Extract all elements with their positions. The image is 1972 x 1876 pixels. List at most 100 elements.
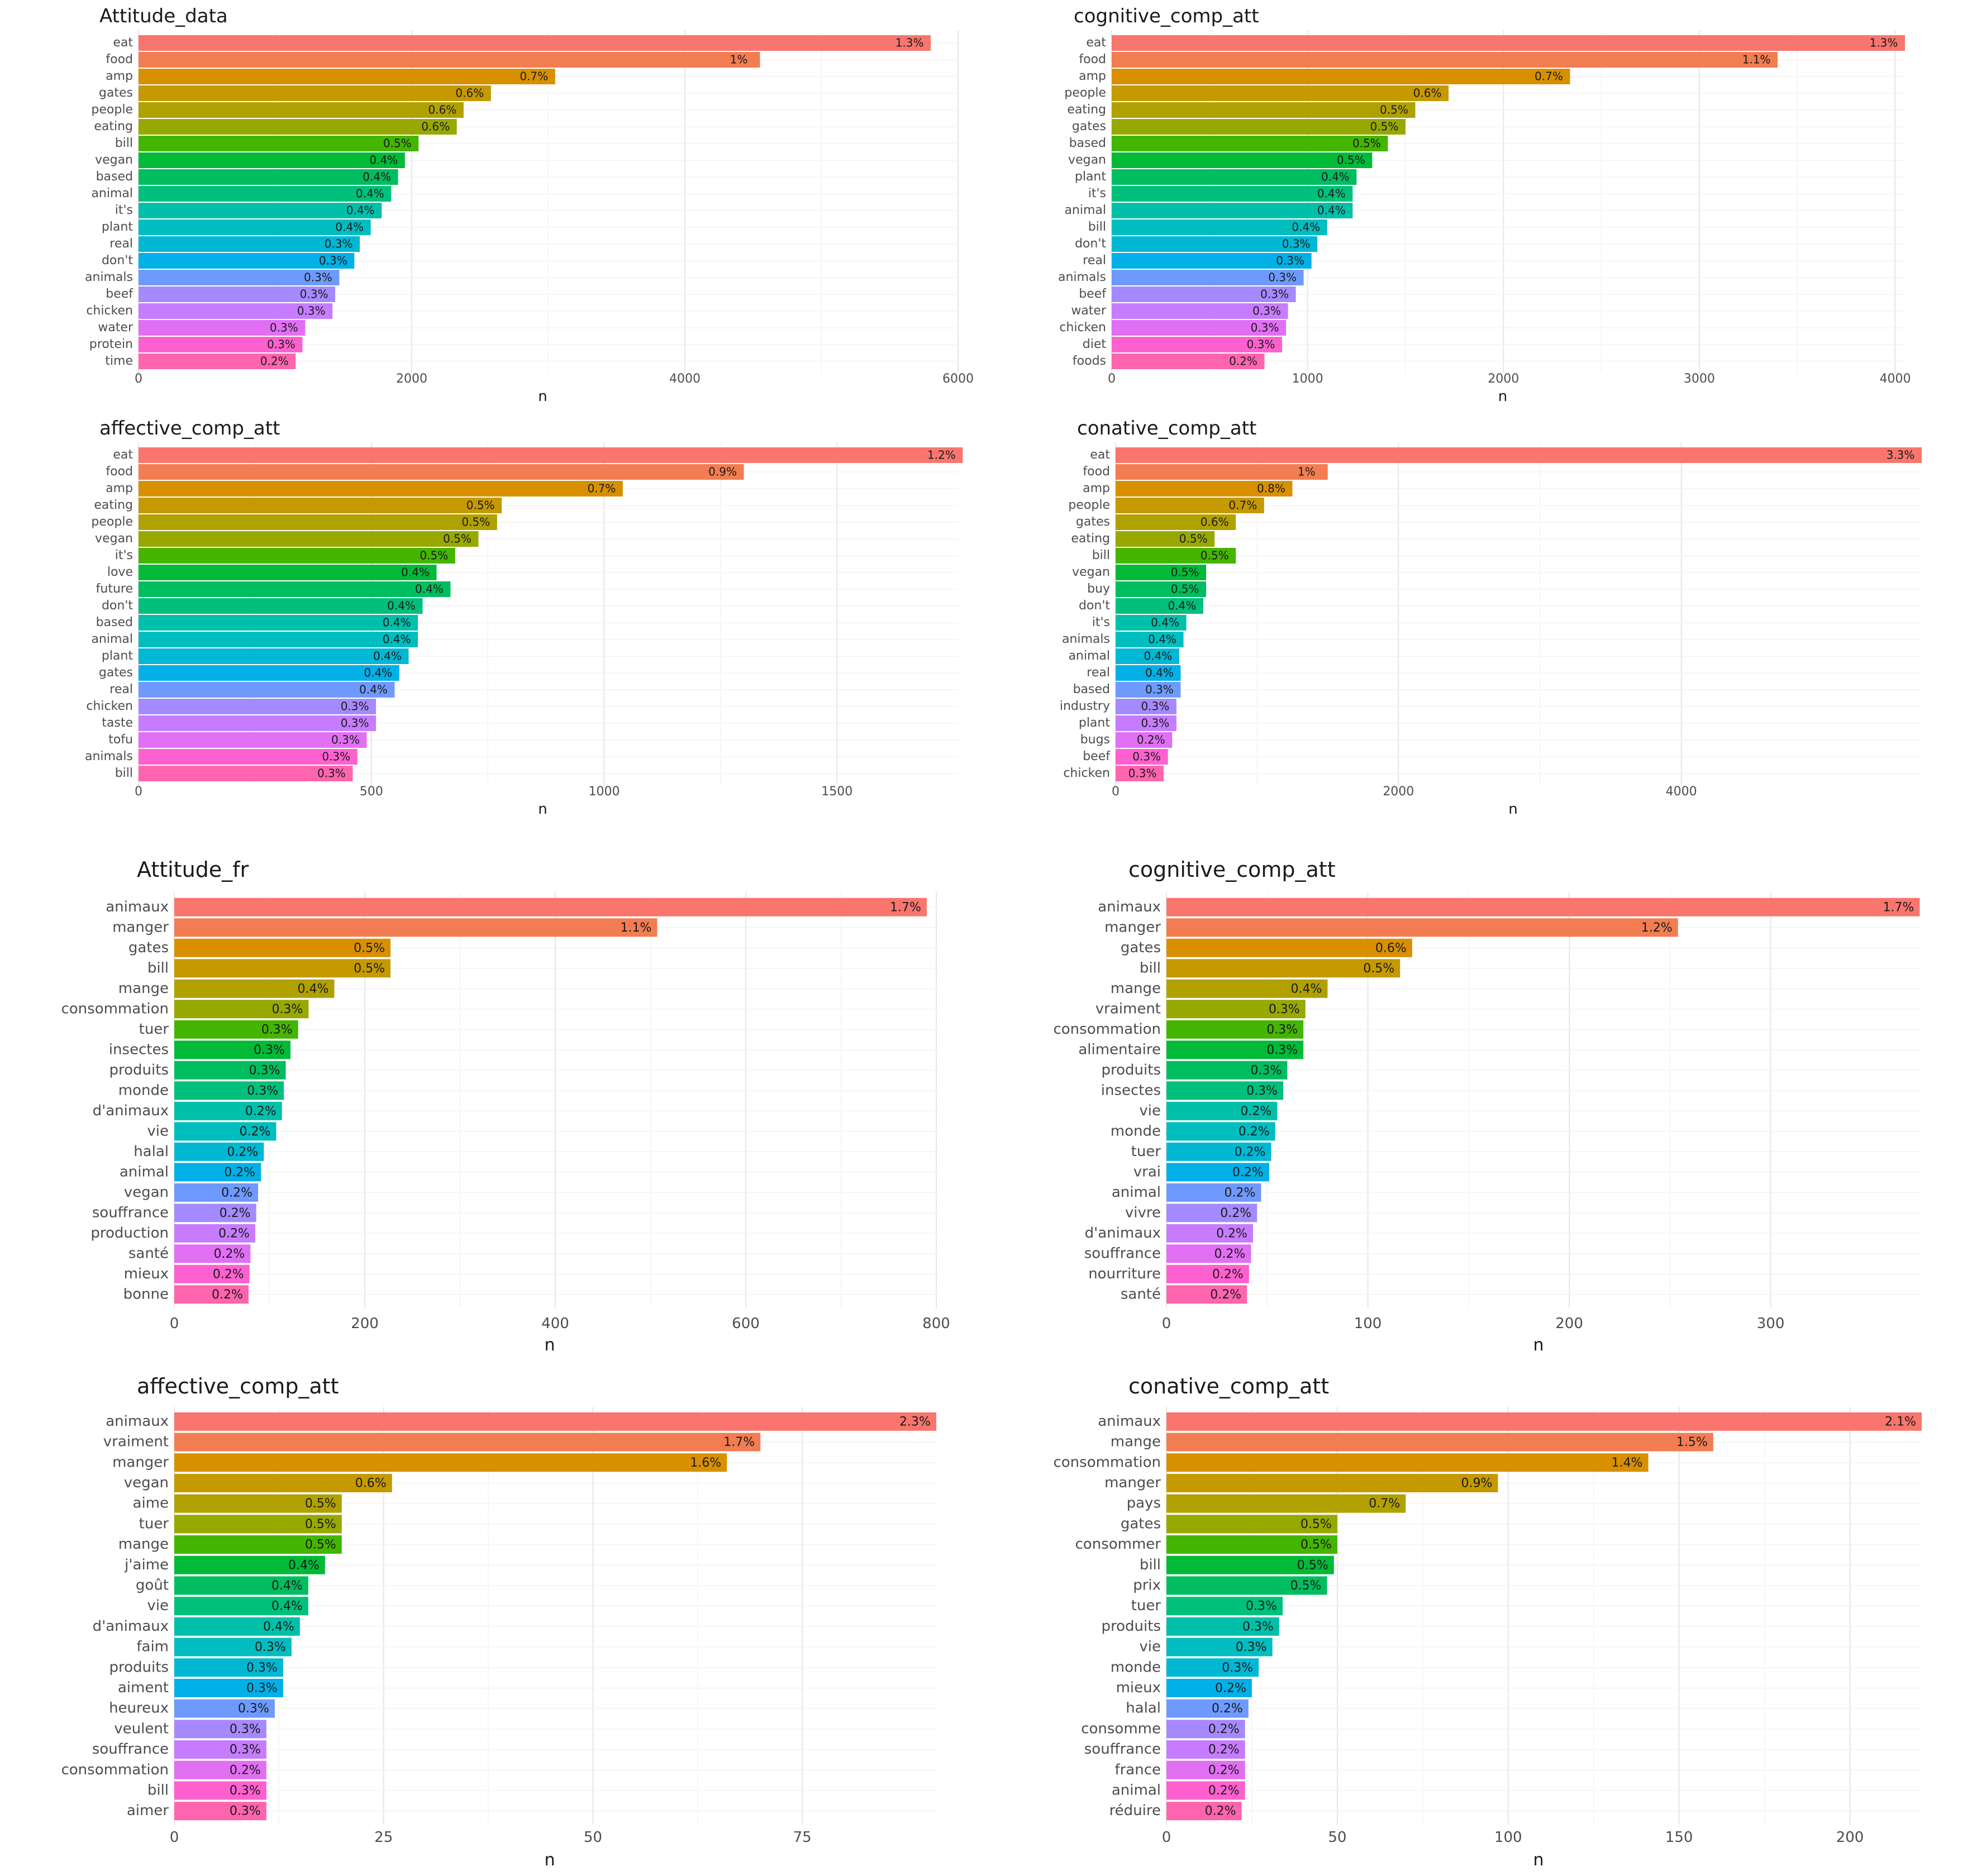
bar-percent-label: 0.3%: [1145, 683, 1174, 696]
bar: [1116, 699, 1176, 714]
x-tick-label: 1500: [821, 785, 852, 799]
category-label: monde: [1111, 1659, 1161, 1675]
bar-percent-label: 0.4%: [1168, 599, 1197, 613]
x-tick-label: 800: [922, 1315, 950, 1332]
bar: [1116, 749, 1168, 765]
category-label: prix: [1133, 1577, 1161, 1593]
category-label: don't: [1075, 237, 1106, 251]
category-label: veulent: [114, 1720, 169, 1737]
bar-percent-label: 0.3%: [230, 1743, 261, 1757]
bar-percent-label: 0.3%: [1242, 1620, 1274, 1634]
bar-percent-label: 0.6%: [355, 1476, 387, 1490]
bar-percent-label: 1.5%: [1676, 1435, 1708, 1449]
category-label: plant: [1075, 170, 1107, 184]
category-label: food: [106, 465, 133, 479]
category-label: vrai: [1133, 1163, 1161, 1180]
bar-percent-label: 0.3%: [325, 237, 353, 251]
bar: [139, 270, 340, 285]
bar: [174, 1638, 292, 1657]
category-label: animaux: [1098, 1413, 1161, 1430]
category-label: produits: [1102, 1062, 1161, 1078]
category-label: tuer: [1131, 1597, 1161, 1614]
bar-percent-label: 0.7%: [587, 482, 616, 495]
bar: [174, 1000, 309, 1019]
bar-percent-label: 1.4%: [1612, 1456, 1643, 1470]
bar: [174, 1740, 266, 1759]
bar: [1112, 102, 1416, 118]
bar: [1166, 1244, 1251, 1263]
bar: [1112, 236, 1318, 252]
bar: [1166, 1040, 1304, 1059]
x-axis-label: n: [1533, 1335, 1544, 1355]
category-label: manger: [1104, 1474, 1161, 1491]
bar: [139, 152, 405, 168]
category-label: people: [91, 103, 133, 117]
category-label: gates: [99, 86, 133, 100]
bar: [139, 85, 491, 101]
bar-percent-label: 0.3%: [317, 767, 346, 780]
bar-percent-label: 0.2%: [1208, 1763, 1240, 1777]
category-label: vie: [147, 1597, 169, 1614]
category-label: production: [90, 1225, 169, 1242]
category-label: animal: [1064, 203, 1106, 217]
bar: [1166, 898, 1920, 916]
bar: [174, 1720, 266, 1739]
bar: [139, 715, 377, 731]
bar: [139, 35, 931, 51]
bar: [139, 514, 497, 530]
bar: [1166, 1163, 1269, 1182]
category-label: chicken: [1063, 766, 1110, 780]
category-label: manger: [1104, 919, 1161, 935]
category-label: water: [98, 321, 134, 335]
bar-percent-label: 0.9%: [708, 465, 737, 479]
bar: [174, 1412, 936, 1431]
category-label: vegan: [1068, 153, 1106, 167]
x-tick-label: 400: [541, 1315, 569, 1332]
bar-percent-label: 0.4%: [288, 1558, 320, 1572]
bar: [1166, 1224, 1254, 1243]
category-label: consommer: [1075, 1536, 1161, 1553]
category-label: vegan: [124, 1474, 169, 1491]
bar-percent-label: 0.3%: [1247, 338, 1275, 351]
bar-percent-label: 0.3%: [254, 1043, 285, 1057]
bar-percent-label: 0.3%: [247, 1084, 278, 1098]
bar-percent-label: 0.3%: [1266, 1023, 1298, 1037]
bar-percent-label: 0.3%: [261, 1023, 293, 1037]
bar-percent-label: 0.5%: [1380, 103, 1408, 117]
category-label: bill: [1092, 548, 1110, 562]
bar-percent-label: 1.1%: [1742, 53, 1771, 66]
bar-percent-label: 0.4%: [369, 154, 398, 167]
bar: [139, 119, 457, 135]
bar-percent-label: 0.5%: [461, 515, 490, 529]
bar-percent-label: 0.3%: [300, 288, 328, 301]
category-label: based: [1069, 136, 1106, 150]
category-label: santé: [128, 1245, 169, 1262]
bar-percent-label: 0.5%: [1290, 1579, 1322, 1593]
bar-percent-label: 0.4%: [1151, 616, 1179, 629]
bar: [1166, 1000, 1306, 1019]
bar-percent-label: 0.2%: [1224, 1186, 1255, 1200]
category-label: amp: [106, 481, 133, 495]
bar-percent-label: 0.3%: [331, 733, 360, 747]
bar-percent-label: 0.3%: [1132, 750, 1161, 763]
bar-percent-label: 0.5%: [1370, 120, 1399, 133]
bar-percent-label: 0.4%: [1290, 982, 1322, 996]
bar: [174, 1678, 283, 1697]
category-label: animal: [1112, 1782, 1161, 1798]
bar-percent-label: 3.3%: [1887, 448, 1915, 462]
category-label: protein: [89, 337, 133, 351]
bar: [1166, 938, 1412, 957]
bar: [139, 303, 333, 319]
x-tick-label: 0: [1108, 372, 1116, 386]
x-tick-label: 0: [1162, 1315, 1171, 1332]
bar-percent-label: 0.2%: [1215, 1681, 1246, 1695]
bar-percent-label: 0.3%: [341, 717, 369, 730]
bar-percent-label: 0.4%: [401, 566, 430, 579]
bar-percent-label: 0.2%: [230, 1763, 261, 1777]
category-label: produits: [109, 1062, 169, 1078]
bar-percent-label: 0.5%: [466, 499, 495, 512]
bar-percent-label: 0.3%: [1268, 271, 1297, 284]
category-label: halal: [134, 1143, 169, 1160]
category-label: mange: [118, 980, 169, 997]
x-tick-label: 100: [1354, 1315, 1382, 1332]
